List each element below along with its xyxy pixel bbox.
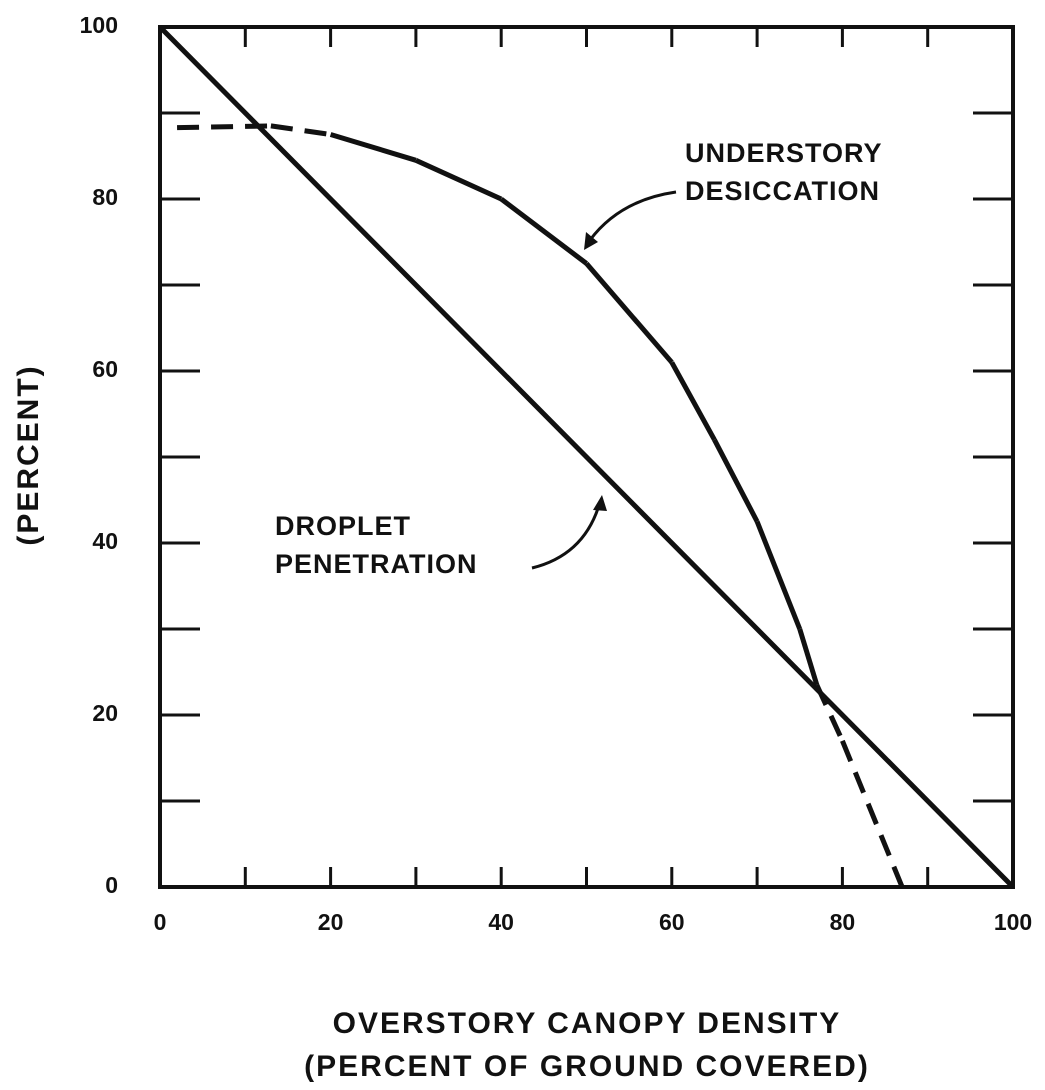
arrow <box>588 190 677 241</box>
x-axis-label: OVERSTORY CANOPY DENSITY <box>333 1007 842 1040</box>
x-axis-label: (PERCENT OF GROUND COVERED) <box>304 1050 870 1083</box>
y-axis-label: (PERCENT) <box>12 364 45 545</box>
y-tick-label: 20 <box>92 700 118 726</box>
y-tick-label: 40 <box>92 528 118 554</box>
line-segment <box>797 628 820 686</box>
annotation: UNDERSTORY <box>685 138 883 168</box>
annotation: PENETRATION <box>275 549 478 579</box>
y-tick-label: 100 <box>80 12 118 38</box>
y-tick-label: 80 <box>92 184 118 210</box>
line-segment <box>158 25 1015 889</box>
x-tick-label: 40 <box>488 909 514 935</box>
x-tick-label: 80 <box>830 909 856 935</box>
line-segment <box>754 520 803 630</box>
x-tick-label: 0 <box>154 909 167 935</box>
x-tick-label: 20 <box>318 909 344 935</box>
line-segment <box>177 123 271 131</box>
line-segment <box>499 197 589 266</box>
arrow-head <box>584 232 598 250</box>
annotation: DESICCATION <box>685 176 880 206</box>
arrow-head <box>593 495 607 511</box>
y-tick-label: 60 <box>92 356 118 382</box>
line-segment <box>814 683 845 742</box>
line-segment <box>329 132 417 163</box>
y-tick-label: 0 <box>105 872 118 898</box>
line-segment <box>669 361 717 442</box>
line-segment <box>414 158 503 202</box>
x-tick-label: 100 <box>994 909 1032 935</box>
line-segment <box>712 438 760 523</box>
line-segment <box>270 123 331 137</box>
annotation: DROPLET <box>275 511 411 541</box>
arrow <box>531 501 602 570</box>
line-segment <box>584 261 674 365</box>
line-segment <box>840 739 905 888</box>
x-tick-label: 60 <box>659 909 685 935</box>
